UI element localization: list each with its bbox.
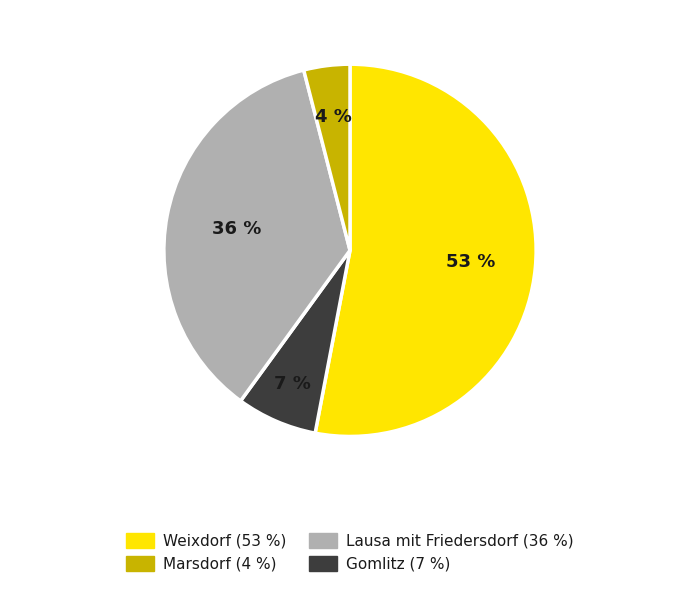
- Wedge shape: [315, 64, 536, 436]
- Text: 53 %: 53 %: [446, 253, 495, 271]
- Wedge shape: [241, 250, 350, 433]
- Text: 4 %: 4 %: [315, 108, 351, 127]
- Text: 36 %: 36 %: [212, 220, 261, 238]
- Wedge shape: [304, 64, 350, 250]
- Text: 7 %: 7 %: [274, 375, 311, 392]
- Wedge shape: [164, 70, 350, 401]
- Legend: Weixdorf (53 %), Marsdorf (4 %), Lausa mit Friedersdorf (36 %), Gomlitz (7 %): Weixdorf (53 %), Marsdorf (4 %), Lausa m…: [120, 527, 580, 578]
